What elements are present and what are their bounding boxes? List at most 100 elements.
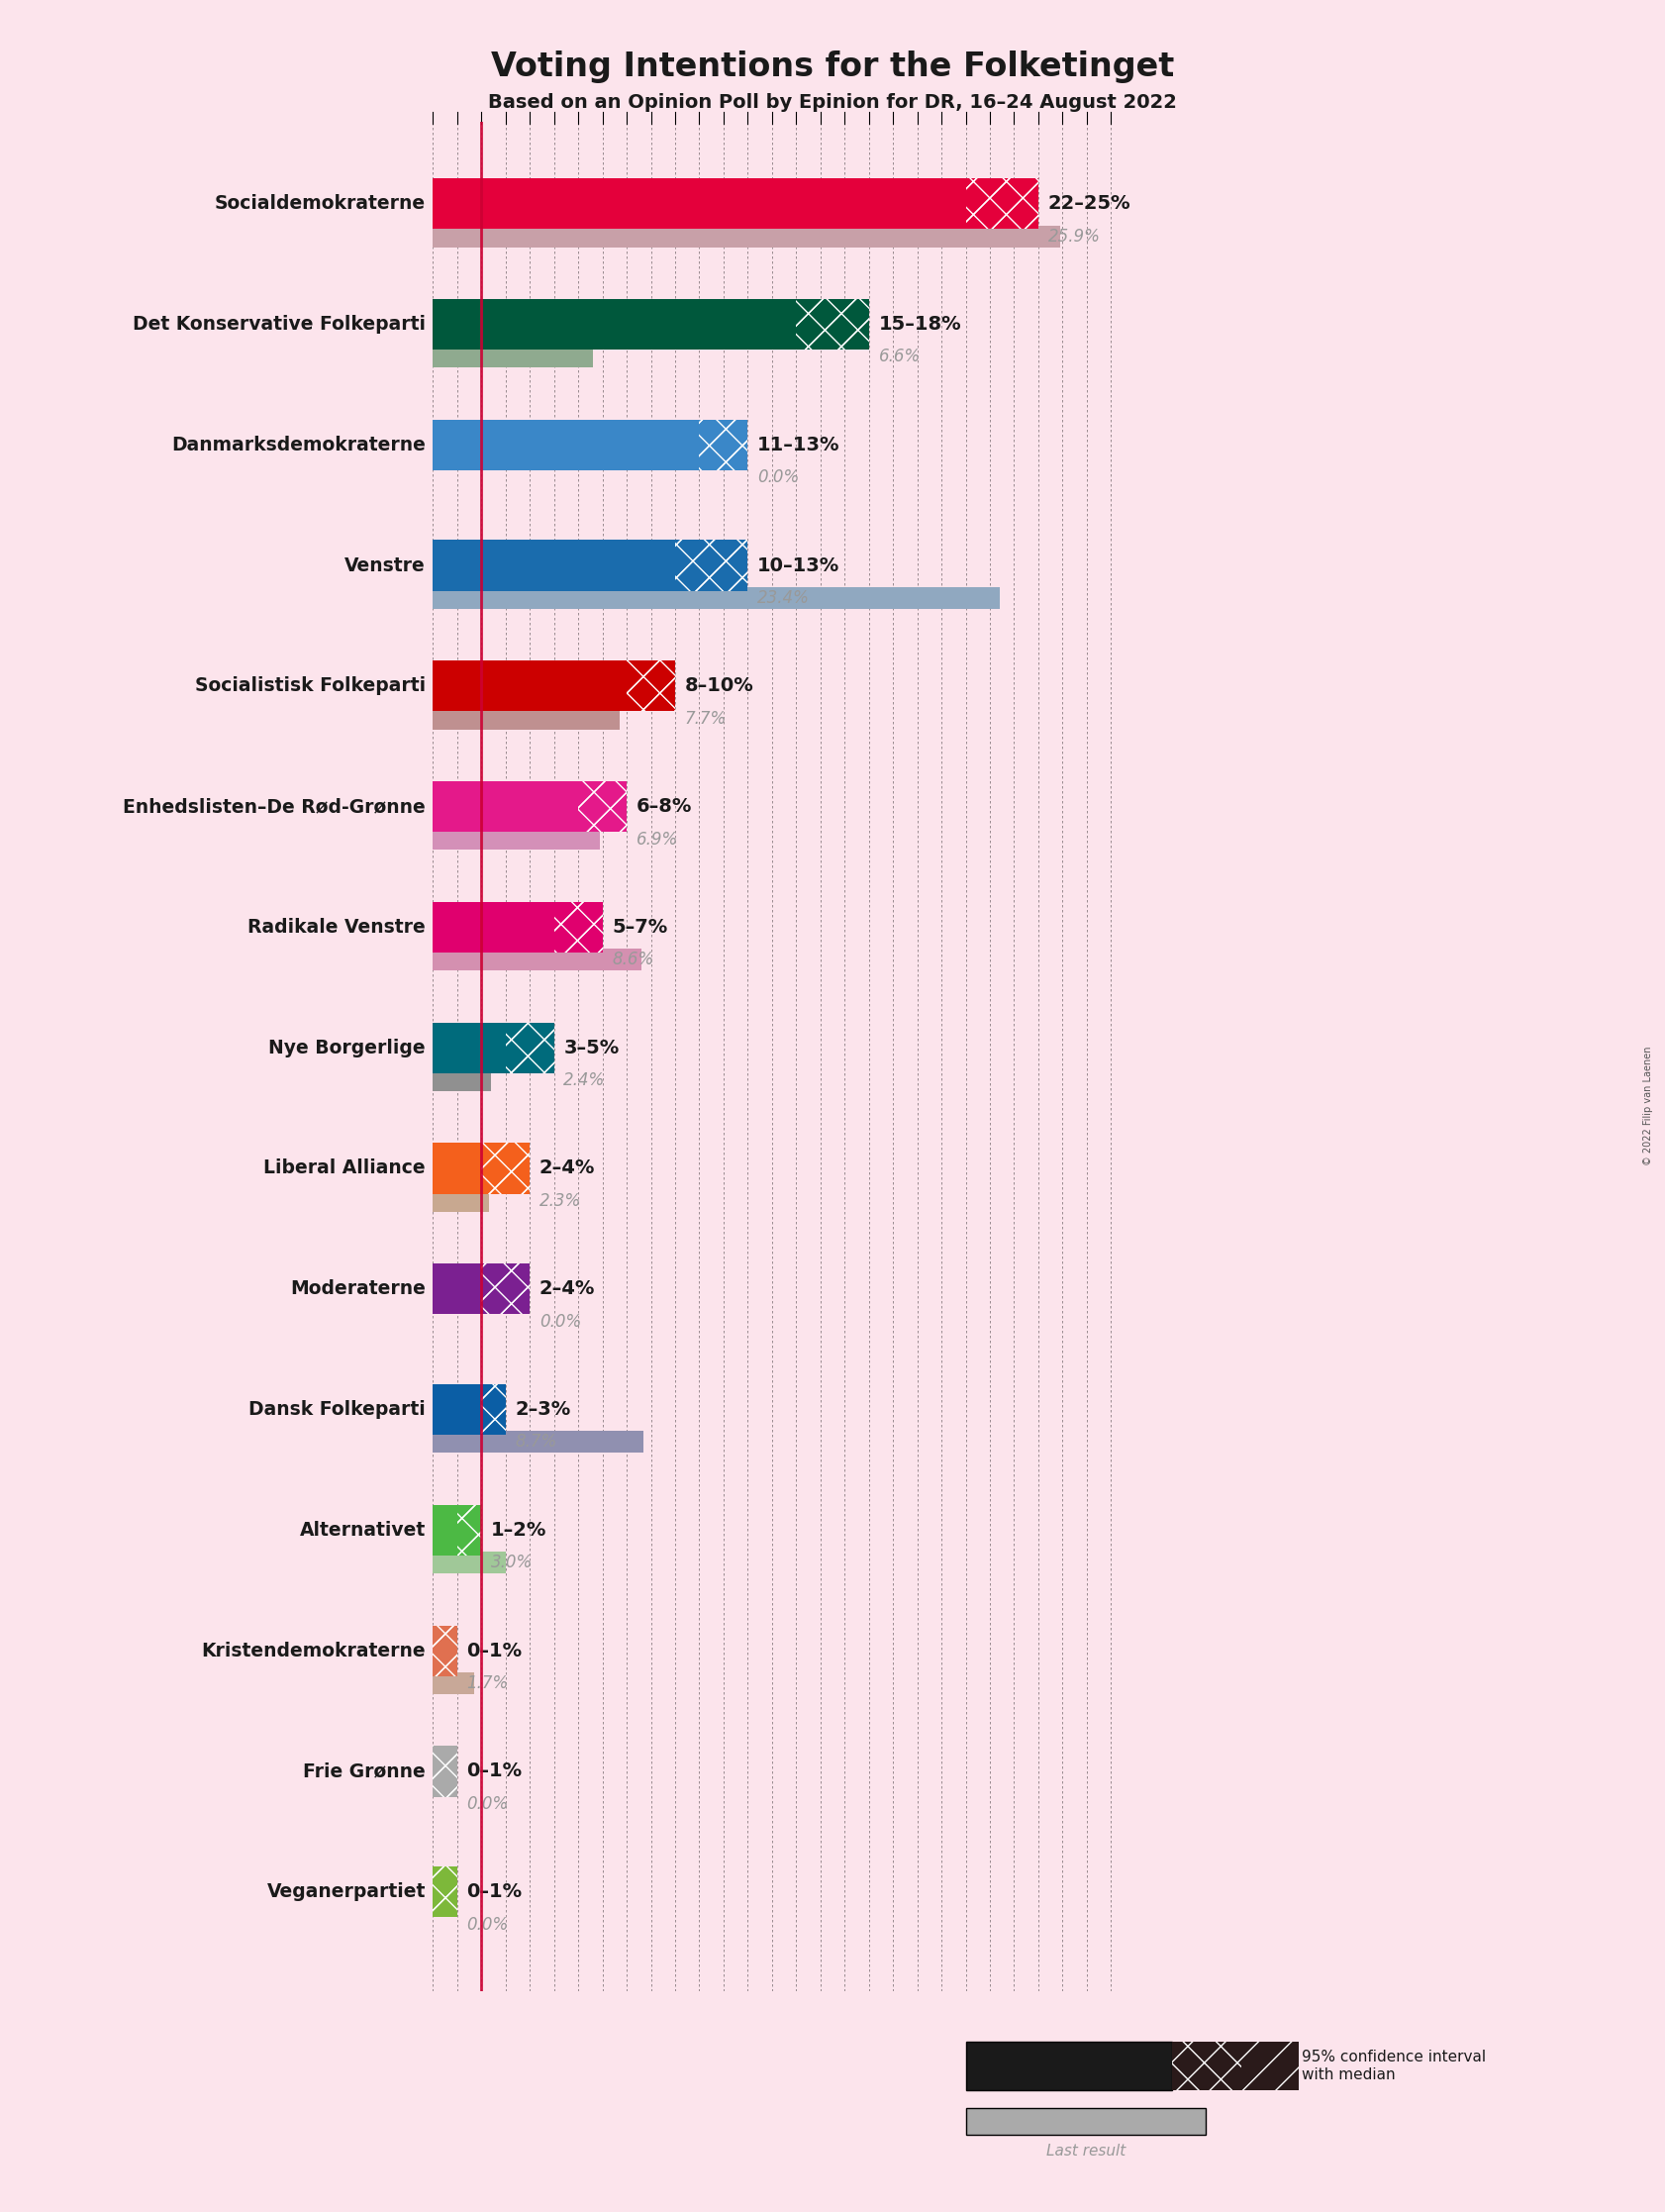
Text: 8.6%: 8.6%	[613, 951, 654, 969]
Text: 11–13%: 11–13%	[758, 436, 841, 453]
Text: 25.9%: 25.9%	[1047, 228, 1101, 246]
Text: 2.3%: 2.3%	[539, 1192, 581, 1210]
Bar	[481, 1144, 529, 1194]
Bar	[554, 902, 603, 953]
Bar	[433, 708, 619, 730]
Text: 6–8%: 6–8%	[636, 796, 693, 816]
Text: Veganerpartiet: Veganerpartiet	[266, 1882, 426, 1902]
Text: Nye Borgerlige: Nye Borgerlige	[268, 1037, 426, 1057]
Text: 10–13%: 10–13%	[758, 555, 839, 575]
Text: Radikale Venstre: Radikale Venstre	[248, 918, 426, 936]
Bar	[626, 661, 674, 712]
Bar	[506, 1022, 554, 1073]
Bar	[433, 420, 699, 471]
Text: 0.0%: 0.0%	[466, 1794, 508, 1814]
Bar	[796, 299, 869, 349]
Bar	[578, 781, 626, 832]
Text: 2.4%: 2.4%	[564, 1071, 606, 1088]
Bar	[433, 1626, 458, 1677]
Text: 0.0%: 0.0%	[539, 1312, 581, 1329]
Text: Kristendemokraterne: Kristendemokraterne	[201, 1641, 426, 1661]
Bar	[433, 1385, 481, 1436]
Text: 8–10%: 8–10%	[684, 677, 754, 695]
Bar	[796, 299, 869, 349]
Text: 7.7%: 7.7%	[684, 710, 726, 728]
Bar	[458, 1504, 481, 1555]
Text: 6.9%: 6.9%	[636, 830, 678, 847]
Bar	[433, 1068, 491, 1091]
Bar	[578, 781, 626, 832]
Text: 0–1%: 0–1%	[466, 1882, 523, 1902]
Bar	[433, 949, 641, 971]
Text: 6.6%: 6.6%	[879, 347, 921, 365]
Bar	[481, 1263, 529, 1314]
Text: 5–7%: 5–7%	[613, 918, 668, 936]
Bar	[433, 1144, 481, 1194]
Text: Socialdemokraterne: Socialdemokraterne	[215, 195, 426, 212]
Text: 1.7%: 1.7%	[466, 1674, 508, 1692]
Bar	[966, 179, 1039, 230]
Bar	[433, 540, 674, 591]
Text: 15–18%: 15–18%	[879, 314, 961, 334]
Bar	[626, 661, 674, 712]
Text: 22–25%: 22–25%	[1047, 195, 1131, 212]
Bar	[433, 1867, 458, 1918]
Text: 0.0%: 0.0%	[758, 469, 799, 487]
Bar	[699, 420, 748, 471]
Text: 2–4%: 2–4%	[539, 1279, 596, 1298]
Bar	[433, 226, 1061, 248]
Bar	[433, 1867, 458, 1918]
Bar	[433, 1431, 644, 1453]
Bar	[433, 1504, 458, 1555]
Bar	[481, 1263, 529, 1314]
Bar	[433, 1553, 506, 1573]
Bar	[458, 1504, 481, 1555]
Bar	[433, 1745, 458, 1796]
Bar	[433, 179, 966, 230]
Bar	[433, 1672, 475, 1694]
Bar	[481, 1144, 529, 1194]
Bar	[699, 420, 748, 471]
Bar	[433, 1626, 458, 1677]
Text: 2–3%: 2–3%	[514, 1400, 571, 1418]
Text: Venstre: Venstre	[345, 555, 426, 575]
Text: 0–1%: 0–1%	[466, 1641, 523, 1661]
Text: 1–2%: 1–2%	[491, 1520, 546, 1540]
Bar	[433, 1745, 458, 1796]
Text: © 2022 Filip van Laenen: © 2022 Filip van Laenen	[1643, 1046, 1653, 1166]
Text: Alternativet: Alternativet	[300, 1520, 426, 1540]
Text: Moderaterne: Moderaterne	[290, 1279, 426, 1298]
Text: 2–4%: 2–4%	[539, 1159, 596, 1177]
Text: Last result: Last result	[1046, 2143, 1126, 2159]
Bar	[506, 1022, 554, 1073]
Bar	[433, 661, 626, 712]
Text: Enhedslisten–De Rød-Grønne: Enhedslisten–De Rød-Grønne	[123, 796, 426, 816]
Text: 0–1%: 0–1%	[466, 1763, 523, 1781]
Bar	[674, 540, 748, 591]
Text: 3–5%: 3–5%	[564, 1037, 619, 1057]
Bar	[481, 1385, 506, 1436]
Bar	[433, 1190, 488, 1212]
Bar	[966, 179, 1039, 230]
Bar	[481, 1385, 506, 1436]
Bar	[433, 299, 796, 349]
Text: 23.4%: 23.4%	[758, 588, 809, 606]
Text: Frie Grønne: Frie Grønne	[303, 1763, 426, 1781]
Bar	[433, 1022, 506, 1073]
Text: Danmarksdemokraterne: Danmarksdemokraterne	[171, 436, 426, 453]
Text: 3.0%: 3.0%	[491, 1553, 533, 1571]
Bar	[433, 1263, 481, 1314]
Text: Socialistisk Folkeparti: Socialistisk Folkeparti	[195, 677, 426, 695]
Text: 8.7%: 8.7%	[514, 1433, 558, 1451]
Bar	[433, 345, 593, 367]
Text: Voting Intentions for the Folketinget: Voting Intentions for the Folketinget	[491, 51, 1174, 84]
Text: Liberal Alliance: Liberal Alliance	[263, 1159, 426, 1177]
Bar	[433, 781, 578, 832]
Text: 0.0%: 0.0%	[466, 1916, 508, 1933]
Text: Based on an Opinion Poll by Epinion for DR, 16–24 August 2022: Based on an Opinion Poll by Epinion for …	[488, 93, 1177, 113]
Text: Det Konservative Folkeparti: Det Konservative Folkeparti	[133, 314, 426, 334]
Bar	[554, 902, 603, 953]
Bar	[433, 827, 599, 849]
Bar	[433, 586, 999, 608]
Text: 95% confidence interval
with median: 95% confidence interval with median	[1302, 2051, 1487, 2081]
